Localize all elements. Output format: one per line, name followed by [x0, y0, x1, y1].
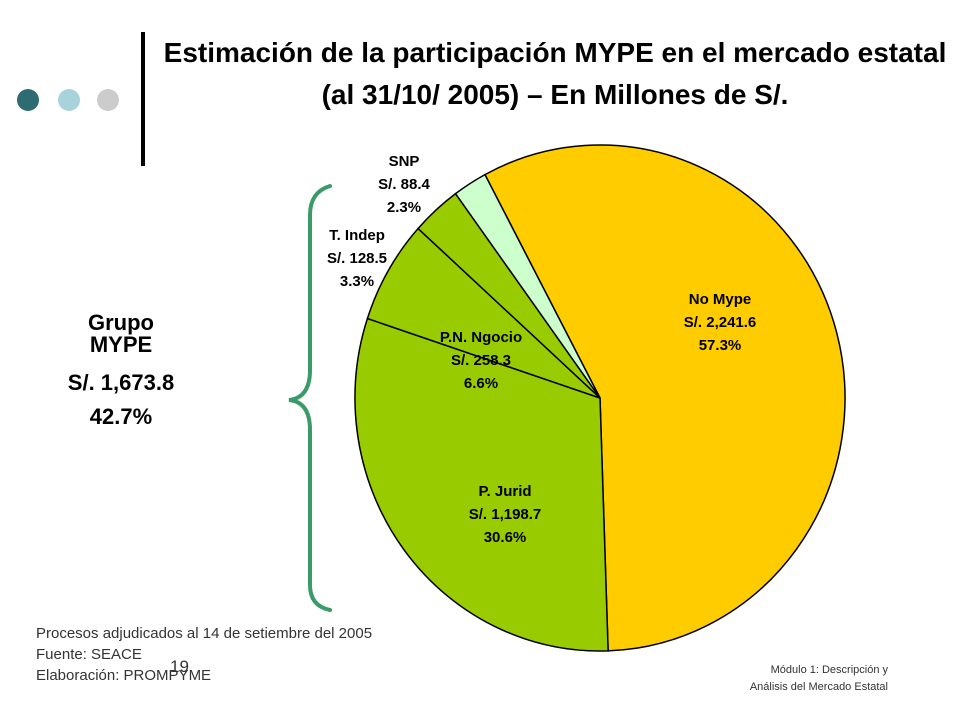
notes-credit: Elaboración: PROMPYME: [36, 667, 212, 684]
group-label-line2: MYPE: [89, 332, 153, 357]
group-value: S/. 1,673.8: [67, 370, 175, 395]
slice-label-name: SNP: [389, 153, 420, 170]
notes-source: Fuente: SEACE: [36, 646, 142, 663]
slice-label-name: T. Indep: [329, 227, 385, 244]
slice-label-percent: 30.6%: [484, 529, 527, 546]
slice-label-name: No Mype: [689, 291, 752, 308]
group-percent: 42.7%: [89, 404, 153, 429]
slice-label-value: S/. 2,241.6: [684, 314, 757, 331]
pie-slice-no-mype: [483, 144, 846, 652]
slice-label-name: P. Jurid: [478, 483, 531, 500]
slice-label-value: S/. 258.3: [451, 352, 511, 369]
slice-label-value: S/. 88.4: [378, 176, 430, 193]
slice-label-percent: 2.3%: [387, 199, 421, 216]
decor-dot-light: [58, 89, 80, 111]
source-notes: Procesos adjudicados al 14 de setiembre …: [36, 623, 426, 686]
decor-dot-gray: [97, 89, 119, 111]
pie-slice-snp: [454, 173, 601, 399]
footer-line1: Módulo 1: Descripción y: [770, 664, 888, 676]
group-brace: [288, 184, 332, 612]
pie-slice-p-jurid: [354, 317, 609, 652]
slice-label-name: P.N. Ngocio: [440, 329, 522, 346]
slide-title: Estimación de la participación MYPE en e…: [163, 37, 947, 110]
footer-line2: Análisis del Mercado Estatal: [749, 681, 888, 693]
slice-label-percent: 6.6%: [464, 375, 498, 392]
group-summary: Grupo MYPE S/. 1,673.8 42.7%: [38, 312, 204, 428]
notes-process: Procesos adjudicados al 14 de setiembre …: [36, 625, 373, 642]
slice-label-value: S/. 128.5: [327, 250, 387, 267]
slice-label-value: S/. 1,198.7: [469, 506, 542, 523]
page-number: 19: [170, 657, 189, 676]
group-label-line1: Grupo: [88, 310, 154, 335]
slice-label-percent: 57.3%: [699, 337, 742, 354]
slice-label-percent: 3.3%: [340, 273, 374, 290]
decor-dot-dark: [17, 89, 39, 111]
title-divider: [141, 32, 145, 166]
module-footer: Módulo 1: Descripción y Análisis del Mer…: [750, 662, 888, 696]
